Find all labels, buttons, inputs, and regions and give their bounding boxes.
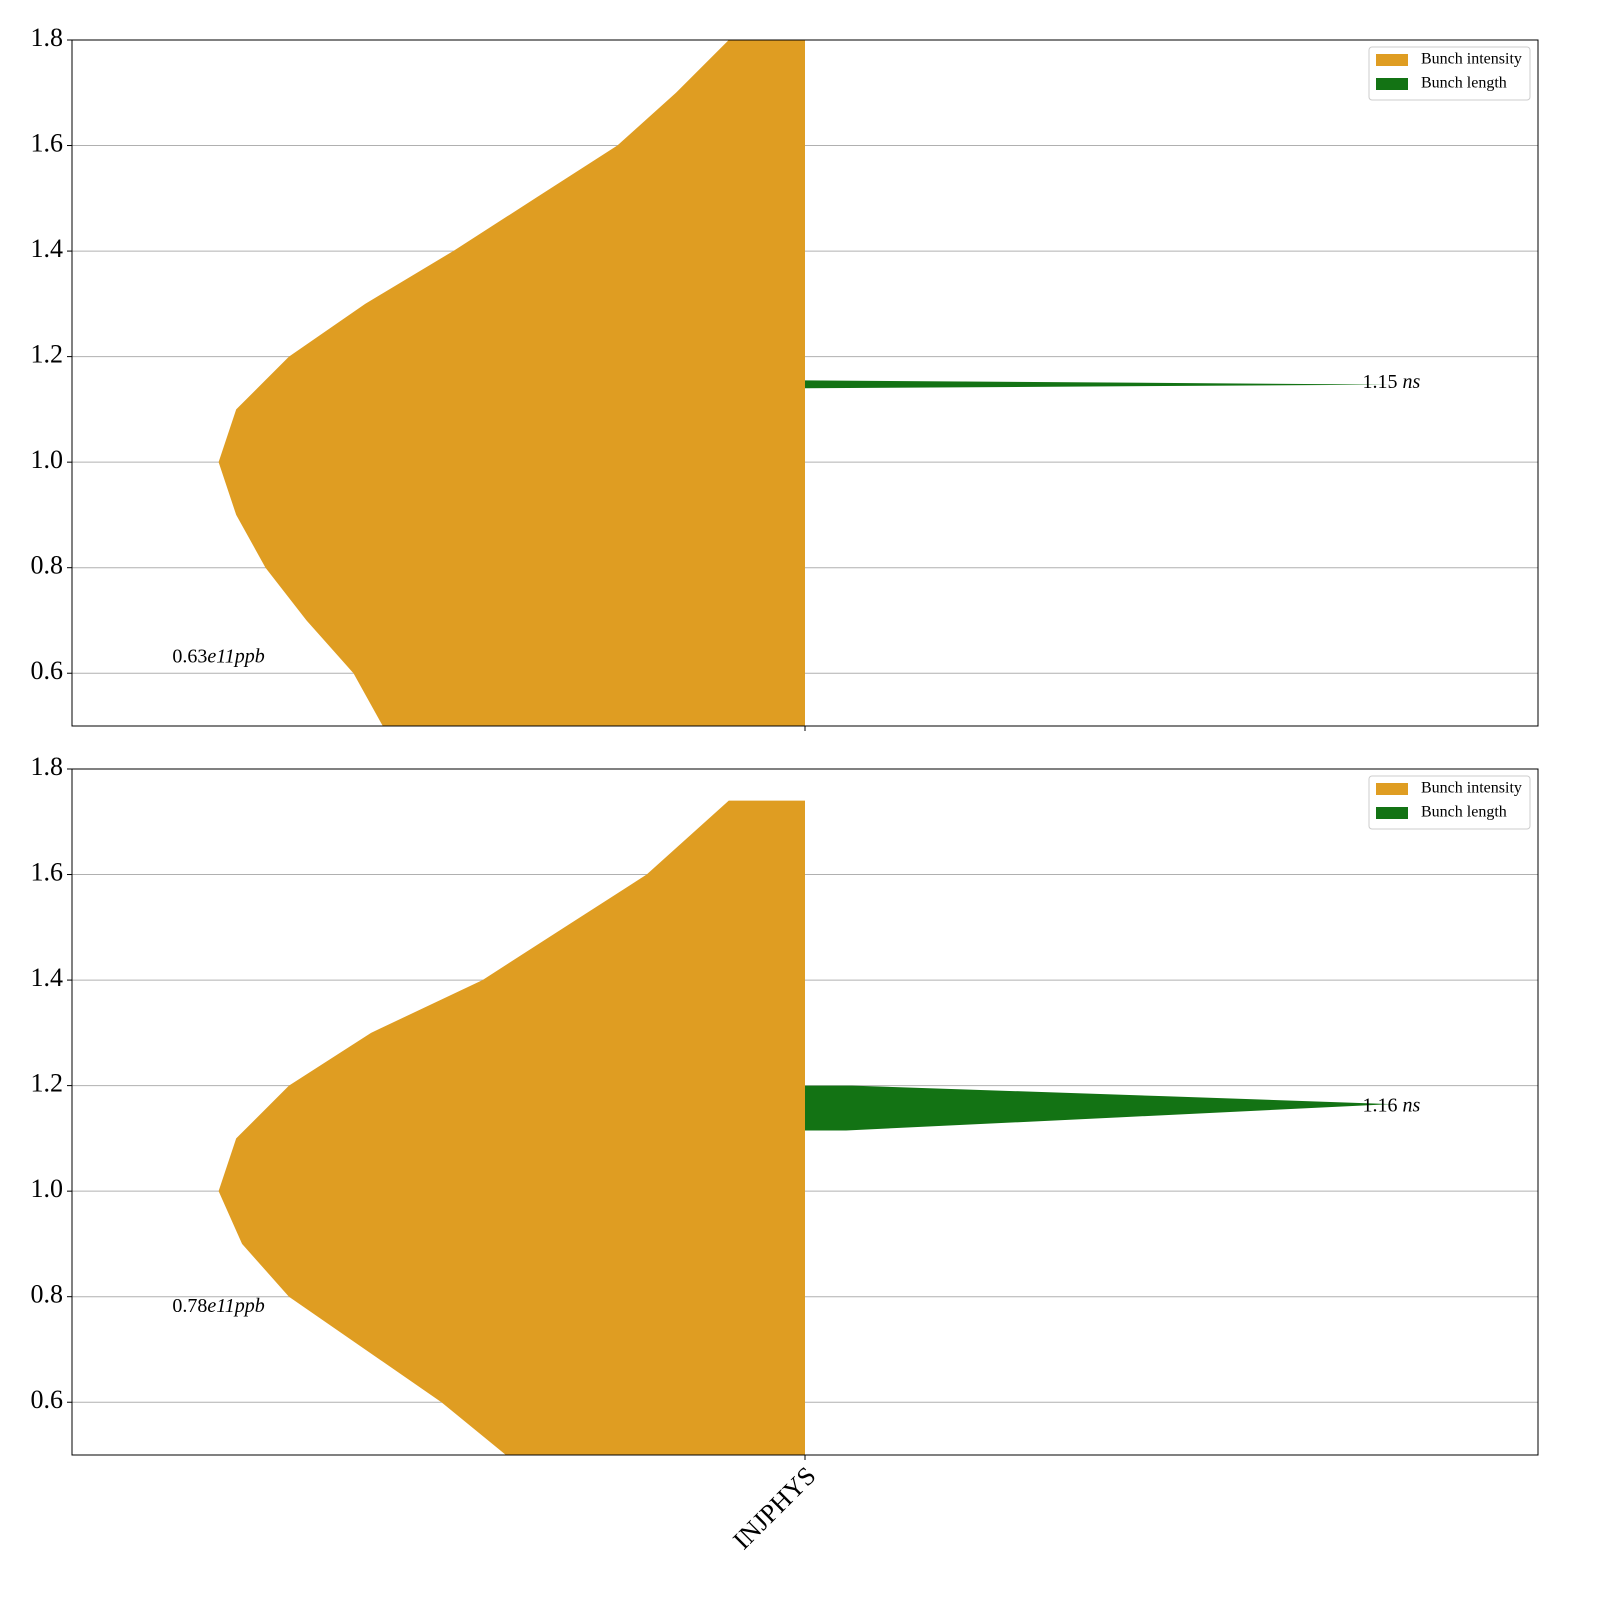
annotation-value: 0.63 [172,645,207,667]
y-tick-label: 1.8 [31,23,64,52]
annotation-value: 1.16 [1363,1094,1398,1116]
annotation-value: 0.78 [172,1295,207,1317]
y-tick-label: 1.0 [31,1174,64,1203]
y-tick-label: 1.2 [31,1069,64,1098]
legend-swatch [1376,78,1408,90]
violin-half [805,1085,1392,1131]
legend-label: Bunch length [1421,75,1507,92]
legend-box [1368,775,1531,830]
legend-label: Bunch length [1421,804,1507,821]
y-tick-label: 1.4 [31,963,64,992]
y-tick-label: 1.6 [31,858,64,887]
y-tick-label: 0.8 [31,551,64,580]
legend-label: Bunch intensity [1421,51,1522,68]
axes-frame [71,768,1539,1456]
annotation-unit: e11ppb [207,645,264,667]
annotation-value: 1.15 [1363,371,1398,393]
legend-swatch [1376,54,1408,66]
legend-label: Bunch intensity [1421,780,1522,797]
legend-box [1368,46,1531,101]
y-tick-label: 0.6 [31,656,64,685]
y-tick-label: 0.6 [31,1385,64,1414]
y-tick-label: 1.8 [31,752,64,781]
violin-half [218,40,805,726]
legend-swatch [1376,807,1408,819]
annotation-unit: ns [1403,1094,1421,1116]
y-tick-label: 1.2 [31,340,64,369]
y-tick-label: 1.0 [31,445,64,474]
violin-half [218,800,805,1455]
x-tick-label: INJPHYS [727,1461,821,1555]
violin-half [805,380,1392,389]
annotation-unit: ns [1403,371,1421,393]
y-tick-label: 1.6 [31,129,64,158]
y-tick-label: 1.4 [31,234,64,263]
y-tick-label: 0.8 [31,1280,64,1309]
axes-frame [71,39,1539,727]
annotation: 0.63e11ppb [172,645,264,667]
annotation-unit: e11ppb [207,1295,264,1317]
annotation: 1.16 ns [1363,1094,1421,1116]
annotation: 1.15 ns [1363,371,1421,393]
annotation: 0.78e11ppb [172,1295,264,1317]
legend-swatch [1376,783,1408,795]
